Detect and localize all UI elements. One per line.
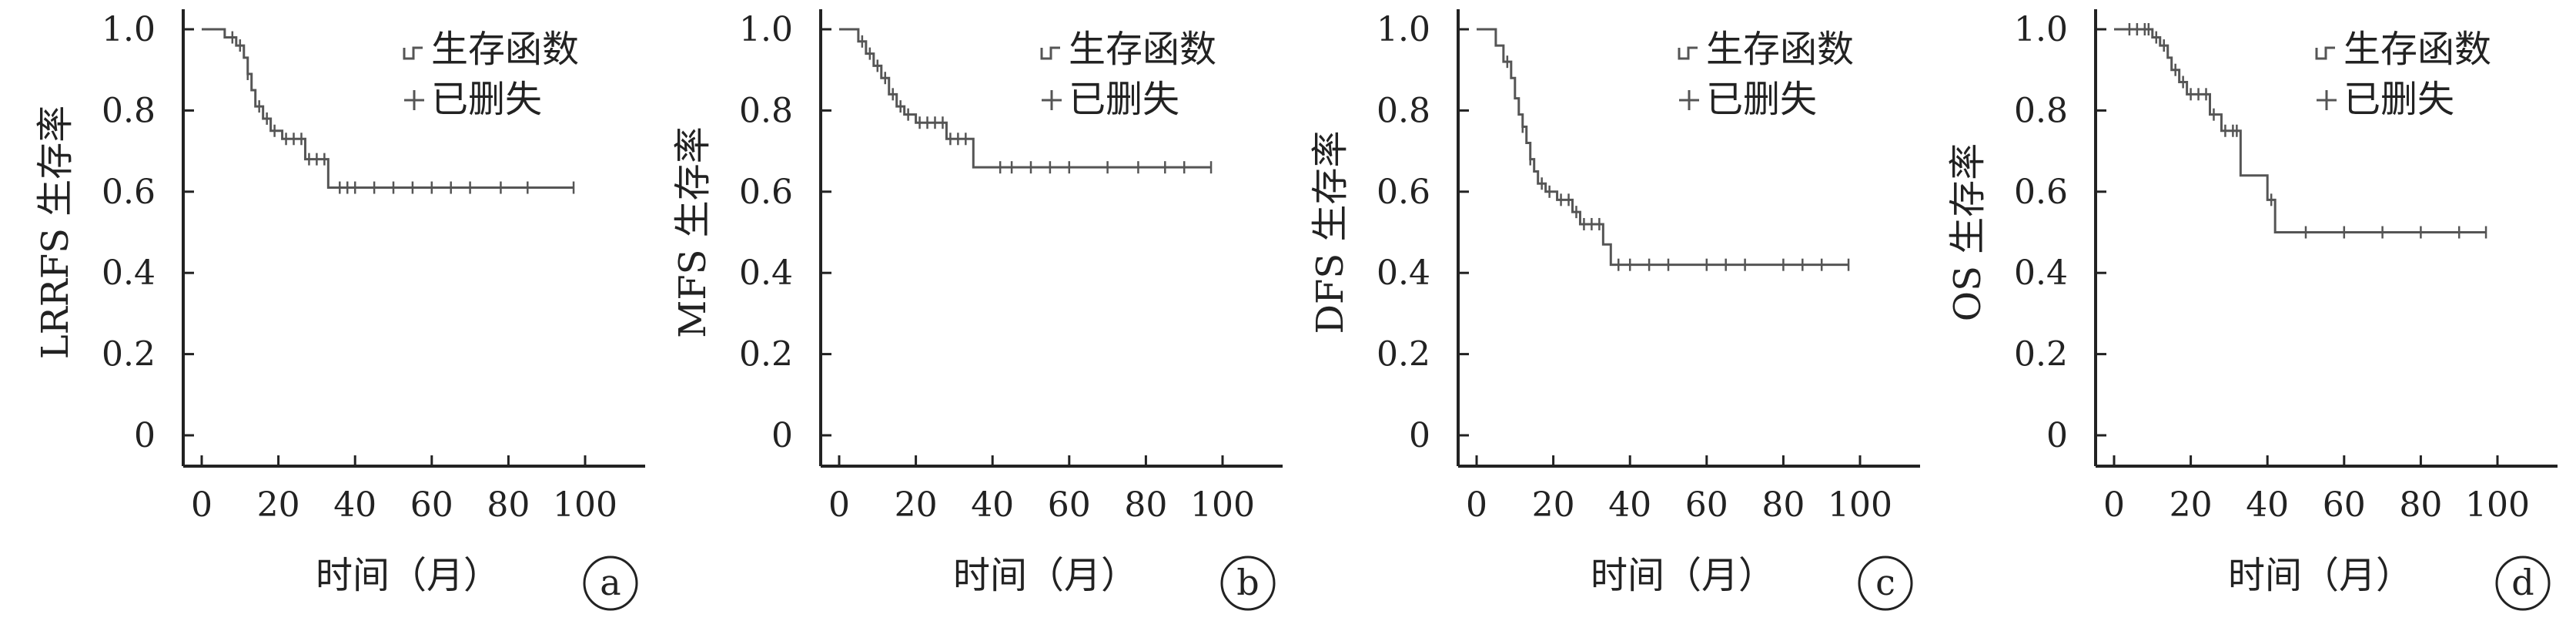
legend-survival-label: 生存函数 [1069, 28, 1216, 71]
x-axis-title: 时间（月） [1591, 554, 1775, 597]
x-tick-label: 40 [2246, 485, 2289, 525]
legend-censor-label: 已删失 [2343, 78, 2454, 121]
legend-survival-label: 生存函数 [2343, 28, 2491, 71]
x-tick-label: 100 [2465, 485, 2530, 525]
x-axis-title: 时间（月） [2228, 554, 2413, 597]
x-tick-label: 100 [1190, 485, 1255, 525]
panel-letter-circle [583, 556, 638, 611]
legend-survival-swatch [403, 46, 423, 60]
y-tick-label: 0.2 [2014, 335, 2068, 374]
legend-survival-swatch [1678, 46, 1698, 60]
y-tick-label: 0.4 [739, 253, 793, 293]
legend-survival-label: 生存函数 [1706, 28, 1854, 71]
km-panel-b: 0 0.2 0.4 0.6 0.8 1.0 0 20 40 60 80 100 MFS 生存率时间（月）… [671, 9, 1283, 611]
y-tick-label: 0.8 [739, 91, 793, 130]
y-tick-label: 0 [2046, 416, 2068, 455]
y-axis-title: DFS 生存率 [1309, 131, 1352, 334]
x-tick-label: 0 [828, 485, 850, 525]
y-tick-label: 0.8 [1377, 91, 1430, 130]
x-tick-label: 0 [1466, 485, 1487, 525]
y-tick-label: 0.6 [2014, 173, 2068, 212]
survival-curve [2114, 28, 2487, 233]
legend-censor-label: 已删失 [431, 78, 542, 121]
y-tick-label: 0.8 [102, 91, 156, 130]
y-tick-label: 0.4 [2014, 253, 2068, 293]
km-panel-c: 0 0.2 0.4 0.6 0.8 1.0 0 20 40 60 80 100 DFS 生存率时间（月）… [1309, 9, 1920, 611]
legend-survival-swatch [1040, 46, 1060, 60]
y-axis-title: LRRFS 生存率 [34, 106, 77, 360]
y-tick-label: 0.6 [739, 173, 793, 212]
legend-censor-label: 已删失 [1706, 78, 1817, 121]
x-tick-label: 40 [971, 485, 1014, 525]
panel-letter: c [1875, 562, 1895, 603]
x-tick-label: 40 [1608, 485, 1651, 525]
y-tick-label: 1.0 [739, 10, 793, 49]
y-tick-label: 0 [134, 416, 156, 455]
x-tick-label: 0 [191, 485, 212, 525]
y-tick-label: 0.8 [2014, 91, 2068, 130]
x-tick-label: 0 [2103, 485, 2125, 525]
x-tick-label: 80 [2399, 485, 2442, 525]
y-tick-label: 0 [1409, 416, 1430, 455]
panel-letter: a [600, 562, 621, 603]
x-tick-label: 20 [257, 485, 300, 525]
panel-letter-circle [1858, 556, 1913, 611]
legend-survival-swatch [2315, 46, 2335, 60]
x-tick-label: 40 [333, 485, 376, 525]
x-tick-label: 60 [2323, 485, 2366, 525]
y-tick-label: 0.2 [1377, 335, 1430, 374]
panel-letter-circle [2495, 556, 2551, 611]
y-tick-label: 0.2 [102, 335, 156, 374]
x-tick-label: 20 [1532, 485, 1575, 525]
panel-letter: b [1236, 562, 1259, 603]
x-tick-label: 20 [2170, 485, 2213, 525]
y-axis-title: OS 生存率 [1946, 143, 1989, 322]
y-tick-label: 0.2 [739, 335, 793, 374]
x-tick-label: 100 [1828, 485, 1892, 525]
y-axis-title: MFS 生存率 [671, 126, 714, 338]
y-tick-label: 0 [771, 416, 793, 455]
legend-survival-label: 生存函数 [431, 28, 579, 71]
km-panel-a: 0 0.2 0.4 0.6 0.8 1.0 0 20 40 60 80 100 LRRFS 生存率时间（… [34, 9, 645, 611]
survival-curve [1477, 28, 1849, 267]
y-tick-label: 0.4 [1377, 253, 1430, 293]
y-tick-label: 0.6 [1377, 173, 1430, 212]
x-axis-title: 时间（月） [316, 554, 500, 597]
survival-curve [202, 28, 574, 190]
y-tick-label: 1.0 [102, 10, 156, 49]
panel-letter: d [2511, 562, 2534, 603]
x-tick-label: 60 [1048, 485, 1091, 525]
x-tick-label: 80 [487, 485, 530, 525]
x-tick-label: 60 [1685, 485, 1728, 525]
x-tick-label: 20 [895, 485, 938, 525]
x-tick-label: 60 [410, 485, 453, 525]
x-axis-title: 时间（月） [953, 554, 1138, 597]
legend-censor-label: 已删失 [1069, 78, 1179, 121]
panel-letter-circle [1220, 556, 1276, 611]
y-tick-label: 0.6 [102, 173, 156, 212]
y-tick-label: 1.0 [1377, 10, 1430, 49]
y-tick-label: 0.4 [102, 253, 156, 293]
y-tick-label: 1.0 [2014, 10, 2068, 49]
x-tick-label: 80 [1124, 485, 1167, 525]
x-tick-label: 100 [553, 485, 617, 525]
x-tick-label: 80 [1761, 485, 1805, 525]
